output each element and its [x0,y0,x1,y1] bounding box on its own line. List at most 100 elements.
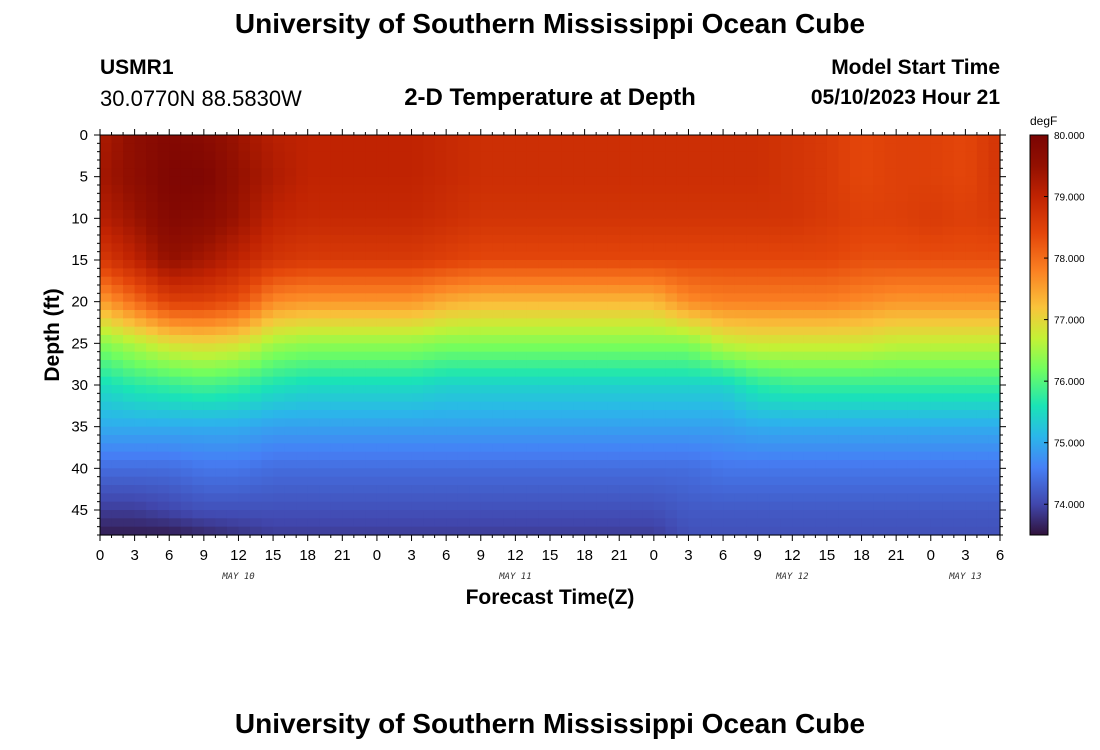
heatmap-cell [296,351,309,361]
heatmap-cell [146,518,159,528]
heatmap-cell [723,251,736,261]
heatmap-cell [250,426,263,436]
heatmap-cell [400,493,413,503]
x-tick-label: 0 [650,547,658,564]
heatmap-cell [307,251,320,261]
heatmap-cell [261,510,274,519]
heatmap-cell [238,318,251,328]
heatmap-cell [515,401,528,411]
heatmap-cell [457,401,470,411]
heatmap-cell [630,218,643,228]
heatmap-cell [319,493,332,503]
heatmap-cell [965,343,978,353]
heatmap-cell [411,293,424,303]
heatmap-cell [573,360,586,369]
heatmap-cell [584,376,597,386]
heatmap-cell [238,268,251,278]
heatmap-cell [688,385,701,394]
heatmap-cell [642,468,655,478]
heatmap-cell [434,310,447,319]
heatmap-cell [676,435,690,444]
heatmap-cell [503,310,516,319]
heatmap-cell [746,301,759,311]
heatmap-cell [584,210,597,219]
heatmap-cell [919,368,932,378]
heatmap-cell [169,168,182,178]
heatmap-cell [515,168,528,178]
heatmap-cell [446,393,459,403]
heatmap-cell [238,168,251,178]
y-tick-label: 45 [71,502,88,519]
heatmap-cell [469,460,482,469]
heatmap-cell [492,410,505,419]
heatmap-cell [100,385,113,394]
heatmap-cell [584,501,597,511]
heatmap-cell [642,460,655,469]
heatmap-cell [330,501,343,511]
heatmap-cell [942,135,955,144]
heatmap-cell [607,260,620,269]
heatmap-cell [723,368,736,378]
heatmap-cell [561,368,574,378]
heatmap-cell [573,401,586,411]
heatmap-cell [838,526,851,536]
heatmap-cell [780,435,793,444]
heatmap-cell [134,160,147,169]
heatmap-cell [850,235,863,244]
heatmap-cell [792,443,805,453]
x-tick-label: 3 [684,547,692,564]
heatmap-cell [492,335,505,344]
heatmap-cell [250,401,263,411]
heatmap-cell [215,501,228,511]
heatmap-cell [873,493,886,503]
heatmap-cell [746,235,759,244]
heatmap-cell [100,451,113,461]
heatmap-cell [630,160,643,169]
heatmap-cell [457,285,470,294]
heatmap-cell [711,301,724,311]
heatmap-cell [757,243,770,253]
heatmap-cell [492,226,505,236]
heatmap-cell [203,210,216,219]
heatmap-cell [907,168,920,178]
heatmap-cell [723,518,736,528]
heatmap-cell [838,360,851,369]
heatmap-cell [919,251,932,261]
heatmap-cell [134,276,147,286]
heatmap-cell [584,401,597,411]
heatmap-cell [769,360,782,369]
heatmap-cell [353,401,366,411]
heatmap-cell [596,335,609,344]
heatmap-cell [873,285,886,294]
heatmap-cell [250,510,263,519]
heatmap-cell [192,168,205,178]
heatmap-cell [388,151,401,161]
heatmap-cell [123,176,136,186]
heatmap-cell [607,326,620,336]
heatmap-cell [376,468,390,478]
heatmap-cell [723,510,736,519]
heatmap-cell [942,493,955,503]
heatmap-cell [953,210,966,219]
heatmap-cell [192,160,205,169]
heatmap-cell [123,510,136,519]
heatmap-cell [111,476,124,486]
heatmap-cell [596,326,609,336]
heatmap-cell [815,435,828,444]
heatmap-cell [550,168,563,178]
heatmap-cell [342,385,355,394]
heatmap-cell [584,435,597,444]
heatmap-cell [907,285,920,294]
heatmap-cell [411,518,424,528]
heatmap-cell [861,310,874,319]
heatmap-cell [307,393,320,403]
heatmap-cell [261,268,274,278]
heatmap-cell [850,376,863,386]
heatmap-cell [342,293,355,303]
heatmap-cell [250,451,263,461]
heatmap-cell [607,243,620,253]
heatmap-cell [780,243,793,253]
heatmap-cell [284,526,297,536]
heatmap-cell [896,160,909,169]
heatmap-cell [780,235,793,244]
